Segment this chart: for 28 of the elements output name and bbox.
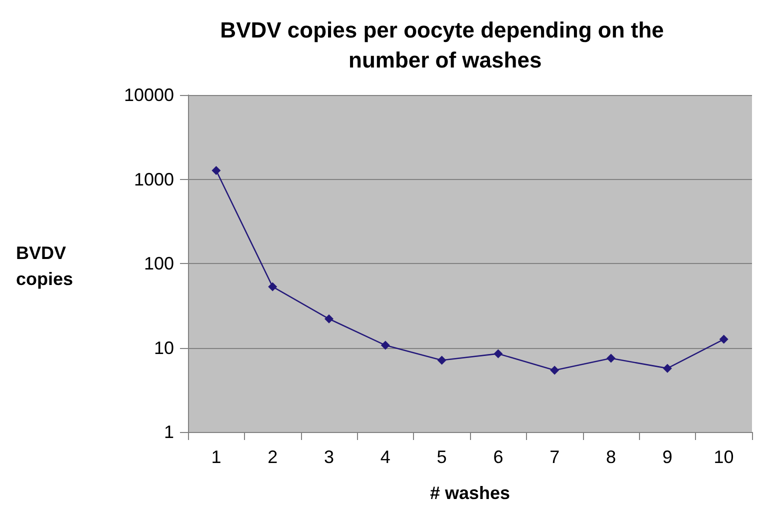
- point: [719, 334, 728, 344]
- x-axis-title: # washes: [430, 483, 510, 503]
- point: [212, 166, 221, 176]
- y-tick-label: 10000: [124, 85, 174, 105]
- point: [606, 354, 616, 363]
- y-tick-label: 100: [144, 254, 174, 274]
- x-tick-label: 3: [324, 447, 334, 467]
- x-tick-label: 2: [268, 447, 278, 467]
- point: [268, 282, 278, 292]
- x-tick-label: 1: [211, 447, 222, 467]
- x-tick-label: 8: [606, 447, 616, 467]
- y-axis-title: BVDV copies: [16, 243, 74, 289]
- x-tick-label: 5: [436, 447, 447, 467]
- point: [494, 349, 503, 358]
- point: [662, 364, 672, 373]
- y-tick-label: 1000: [134, 169, 174, 190]
- x-tick-label: 9: [662, 447, 672, 467]
- point: [324, 314, 334, 324]
- x-tick-label: 6: [493, 447, 504, 467]
- point: [550, 366, 560, 375]
- point: [437, 356, 446, 365]
- chart-title: BVDV copies per oocyte depending on the number of washes: [220, 18, 670, 72]
- y-tick-label: 10: [154, 338, 174, 358]
- x-tick-label: 4: [380, 447, 390, 467]
- y-tick-label: 1: [164, 422, 174, 442]
- x-tick-label: 10: [714, 447, 734, 467]
- x-tick-label: 7: [550, 447, 560, 467]
- point: [380, 340, 390, 350]
